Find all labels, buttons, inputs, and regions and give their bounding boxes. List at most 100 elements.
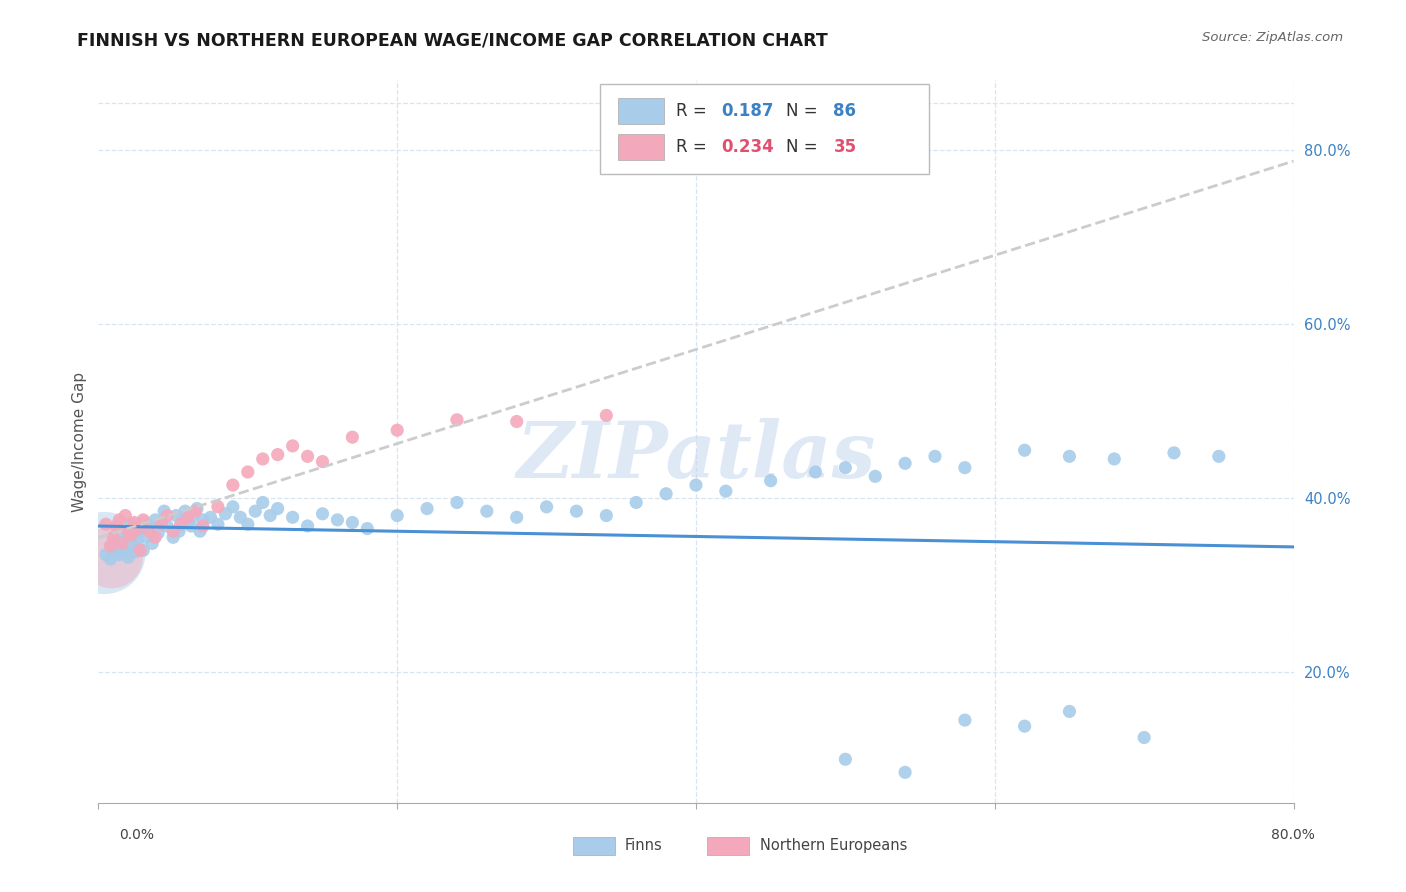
- Point: [111, 536, 134, 550]
- Text: 80.0%: 80.0%: [1271, 828, 1315, 842]
- Point: [297, 450, 319, 464]
- Point: [834, 460, 856, 475]
- Point: [129, 543, 152, 558]
- Point: [167, 524, 190, 539]
- FancyBboxPatch shape: [619, 98, 664, 124]
- Point: [1104, 452, 1126, 467]
- Point: [267, 448, 290, 462]
- Point: [536, 500, 558, 514]
- Point: [252, 495, 274, 509]
- Point: [342, 516, 364, 530]
- Point: [759, 474, 782, 488]
- Point: [135, 530, 157, 544]
- Point: [169, 517, 191, 532]
- Point: [245, 504, 267, 518]
- Point: [93, 546, 115, 560]
- Point: [804, 465, 827, 479]
- FancyBboxPatch shape: [619, 135, 664, 160]
- Point: [222, 478, 245, 492]
- Point: [125, 522, 148, 536]
- Point: [114, 508, 136, 523]
- Point: [105, 534, 128, 549]
- Point: [953, 460, 976, 475]
- Point: [124, 545, 146, 559]
- Point: [297, 519, 319, 533]
- Point: [150, 517, 173, 532]
- Point: [385, 508, 409, 523]
- Point: [127, 522, 149, 536]
- Point: [180, 519, 202, 533]
- Point: [98, 552, 122, 566]
- Point: [138, 524, 160, 539]
- Point: [162, 524, 184, 539]
- Point: [117, 550, 139, 565]
- Point: [326, 513, 349, 527]
- Point: [120, 539, 142, 553]
- Point: [108, 513, 131, 527]
- Point: [207, 500, 229, 514]
- Point: [626, 495, 648, 509]
- Point: [105, 543, 128, 558]
- Point: [162, 530, 184, 544]
- Point: [94, 517, 117, 532]
- Text: Finns: Finns: [624, 838, 662, 853]
- Point: [236, 465, 259, 479]
- Text: 0.234: 0.234: [721, 137, 773, 156]
- Point: [446, 413, 468, 427]
- Point: [165, 508, 187, 523]
- Point: [267, 501, 290, 516]
- Point: [655, 487, 678, 501]
- Point: [281, 439, 304, 453]
- Point: [127, 533, 149, 547]
- Point: [1014, 719, 1036, 733]
- Point: [138, 519, 160, 533]
- Y-axis label: Wage/Income Gap: Wage/Income Gap: [72, 371, 87, 512]
- Point: [143, 530, 166, 544]
- Point: [124, 516, 146, 530]
- Point: [186, 501, 208, 516]
- Point: [94, 548, 117, 562]
- Point: [356, 522, 378, 536]
- Point: [229, 510, 252, 524]
- Point: [117, 525, 139, 540]
- Text: 0.0%: 0.0%: [120, 828, 155, 842]
- Point: [506, 510, 529, 524]
- Point: [865, 469, 887, 483]
- Point: [214, 507, 236, 521]
- Point: [156, 508, 179, 523]
- Point: [172, 513, 194, 527]
- Point: [281, 510, 304, 524]
- Point: [120, 527, 142, 541]
- Point: [111, 536, 134, 550]
- Point: [207, 517, 229, 532]
- Point: [506, 415, 529, 429]
- Point: [114, 530, 136, 544]
- Point: [177, 516, 200, 530]
- Point: [416, 501, 439, 516]
- Text: R =: R =: [676, 137, 711, 156]
- Point: [111, 545, 134, 559]
- Text: 35: 35: [834, 137, 856, 156]
- Text: ZIPatlas: ZIPatlas: [516, 417, 876, 494]
- Text: Source: ZipAtlas.com: Source: ZipAtlas.com: [1202, 31, 1343, 45]
- Point: [183, 508, 205, 523]
- Point: [259, 508, 281, 523]
- Point: [132, 543, 155, 558]
- Point: [953, 713, 976, 727]
- Point: [153, 504, 176, 518]
- Point: [101, 550, 124, 565]
- Point: [924, 450, 946, 464]
- Point: [141, 536, 163, 550]
- Point: [894, 765, 917, 780]
- Point: [200, 510, 222, 524]
- Point: [311, 507, 333, 521]
- Point: [103, 545, 125, 559]
- Point: [834, 752, 856, 766]
- Point: [685, 478, 707, 492]
- Text: Northern Europeans: Northern Europeans: [759, 838, 907, 853]
- Point: [1208, 450, 1230, 464]
- Point: [191, 513, 214, 527]
- Text: R =: R =: [676, 102, 711, 120]
- Text: FINNISH VS NORTHERN EUROPEAN WAGE/INCOME GAP CORRELATION CHART: FINNISH VS NORTHERN EUROPEAN WAGE/INCOME…: [77, 31, 828, 49]
- Point: [156, 519, 179, 533]
